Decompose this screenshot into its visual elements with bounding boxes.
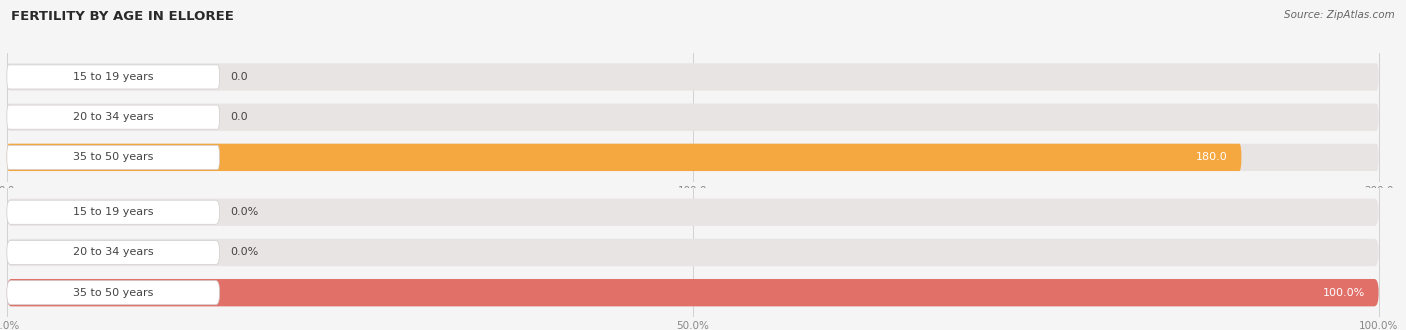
Text: 0.0%: 0.0%: [231, 207, 259, 217]
FancyBboxPatch shape: [7, 199, 1378, 226]
Text: 35 to 50 years: 35 to 50 years: [73, 288, 153, 298]
Text: 15 to 19 years: 15 to 19 years: [73, 72, 153, 82]
FancyBboxPatch shape: [7, 279, 1378, 306]
Text: 0.0: 0.0: [231, 72, 247, 82]
FancyBboxPatch shape: [7, 200, 219, 224]
Text: 100.0%: 100.0%: [1323, 288, 1365, 298]
FancyBboxPatch shape: [7, 65, 219, 89]
FancyBboxPatch shape: [7, 280, 219, 305]
FancyBboxPatch shape: [7, 144, 1378, 171]
FancyBboxPatch shape: [7, 239, 1378, 266]
Text: 0.0%: 0.0%: [231, 248, 259, 257]
FancyBboxPatch shape: [7, 144, 1241, 171]
FancyBboxPatch shape: [7, 241, 219, 264]
Text: FERTILITY BY AGE IN ELLOREE: FERTILITY BY AGE IN ELLOREE: [11, 10, 235, 23]
Text: 20 to 34 years: 20 to 34 years: [73, 112, 153, 122]
FancyBboxPatch shape: [7, 145, 219, 169]
Text: 35 to 50 years: 35 to 50 years: [73, 152, 153, 162]
Text: Source: ZipAtlas.com: Source: ZipAtlas.com: [1284, 10, 1395, 20]
FancyBboxPatch shape: [7, 63, 1378, 91]
Text: 0.0: 0.0: [231, 112, 247, 122]
FancyBboxPatch shape: [7, 104, 1378, 131]
Text: 15 to 19 years: 15 to 19 years: [73, 207, 153, 217]
FancyBboxPatch shape: [7, 105, 219, 129]
Text: 20 to 34 years: 20 to 34 years: [73, 248, 153, 257]
Text: 180.0: 180.0: [1197, 152, 1227, 162]
FancyBboxPatch shape: [7, 279, 1378, 306]
